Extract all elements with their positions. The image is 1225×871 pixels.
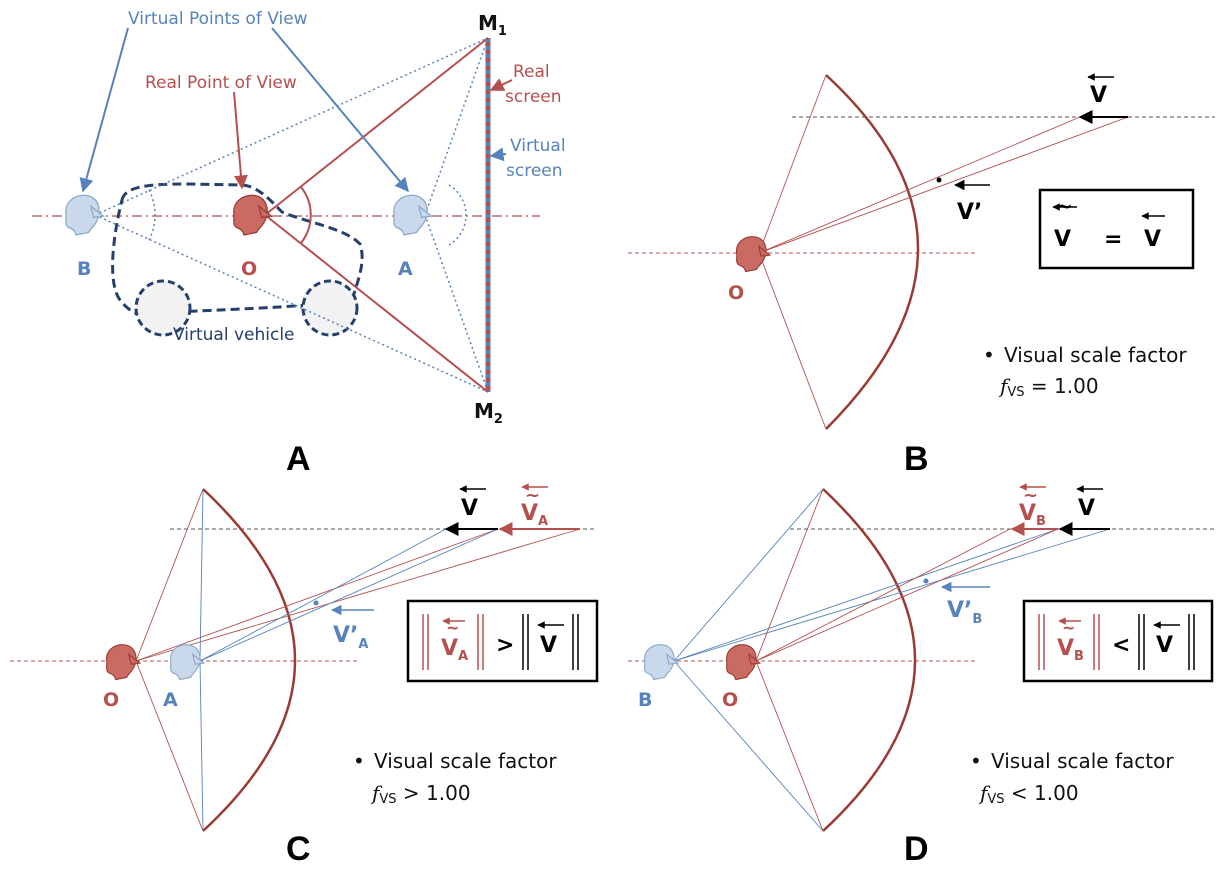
viewer-a-head-icon — [170, 644, 205, 681]
v-vector-label: V — [461, 496, 478, 521]
panel-d-label: D — [904, 830, 929, 868]
viewer-o-label: O — [728, 282, 744, 304]
virtual-screen-label-line-2: screen — [506, 161, 563, 181]
viewer-o-head-icon — [736, 236, 771, 273]
v-prime-b-label: V’B — [947, 598, 982, 627]
viewer-o-label: O — [722, 689, 738, 711]
v-vector-label: V — [1078, 496, 1095, 521]
svg-text:~: ~ — [446, 618, 459, 637]
panel-a: Virtual Points of View Real Point of Vie… — [32, 9, 566, 478]
v-prime-a-label: V’A — [333, 623, 368, 652]
viewer-b-head-icon — [65, 194, 105, 236]
panel-c: O A V ~ VA V’A ~ VA > V • Visual scale f… — [10, 483, 599, 868]
visual-scale-factor-label: Visual scale factor — [991, 749, 1174, 773]
viewer-a-head-icon — [393, 194, 433, 236]
panel-c-label: C — [286, 830, 311, 868]
m2-label: M2 — [474, 399, 503, 427]
m1-label: M1 — [478, 11, 507, 39]
panel-a-label: A — [286, 440, 311, 478]
v-label-in-box: V — [1144, 227, 1161, 252]
visual-scale-factor-label: Visual scale factor — [1004, 343, 1187, 367]
panel-d: B O ~ VB V V’B ~ VB < V • Visual scale f… — [628, 483, 1215, 868]
visual-scale-factor-label: Visual scale factor — [374, 749, 557, 773]
viewer-a-label: A — [398, 258, 413, 280]
greater-than-sign: > — [496, 633, 514, 658]
curved-screen — [825, 74, 920, 430]
panel-b-label: B — [904, 440, 929, 478]
viewer-b-label: B — [638, 689, 652, 711]
viewer-o-head-icon — [726, 644, 761, 681]
v-vector-label: V — [1090, 83, 1107, 108]
viewer-o-head-icon — [106, 644, 141, 681]
equation-box — [1038, 188, 1195, 270]
svg-text:~: ~ — [525, 485, 540, 506]
less-than-sign: < — [1112, 633, 1130, 658]
svg-text:~: ~ — [1056, 194, 1073, 218]
viewer-o-label: O — [241, 258, 257, 280]
norm-v: V — [540, 633, 557, 658]
fvs-value: fVS > 1.00 — [370, 781, 471, 807]
front-wheel — [301, 279, 359, 337]
norm-va-tilde: VA — [441, 636, 468, 664]
vb-tilde-label: VB — [1019, 501, 1046, 529]
v-tilde-label: V — [1054, 227, 1071, 252]
bullet: • — [970, 749, 982, 773]
virtual-vehicle-label: Virtual vehicle — [173, 325, 295, 345]
fvs-value: fVS < 1.00 — [978, 781, 1079, 807]
comparison-box — [1022, 599, 1214, 683]
viewer-o-label: O — [103, 689, 119, 711]
va-tilde-label: VA — [521, 501, 548, 529]
comparison-box — [406, 599, 599, 683]
svg-text:~: ~ — [1062, 618, 1075, 637]
panel-b: O V V’ ~ V = V • Visual scale factor fVS… — [628, 73, 1215, 478]
curved-screen — [202, 488, 297, 832]
real-screen-label-line-2: screen — [505, 87, 562, 107]
fvs-value: fVS = 1.00 — [998, 374, 1099, 400]
norm-vb-tilde: VB — [1057, 636, 1084, 664]
equals-sign: = — [1104, 227, 1122, 252]
norm-v: V — [1156, 633, 1173, 658]
curved-screen — [822, 488, 917, 832]
bullet: • — [353, 749, 365, 773]
viewer-a-label: A — [163, 689, 178, 711]
rear-wheel — [134, 279, 192, 337]
viewer-b-head-icon — [644, 644, 679, 681]
virtual-screen-label-line-1: Virtual — [510, 136, 566, 156]
viewer-o-head-icon — [233, 194, 273, 236]
viewer-b-label: B — [77, 258, 91, 280]
svg-text:~: ~ — [1023, 485, 1038, 506]
real-screen-label-line-1: Real — [513, 62, 550, 82]
bullet: • — [983, 343, 995, 367]
v-prime-label: V’ — [957, 200, 982, 225]
real-point-of-view-label: Real Point of View — [145, 73, 297, 93]
virtual-points-of-view-label: Virtual Points of View — [128, 9, 308, 29]
